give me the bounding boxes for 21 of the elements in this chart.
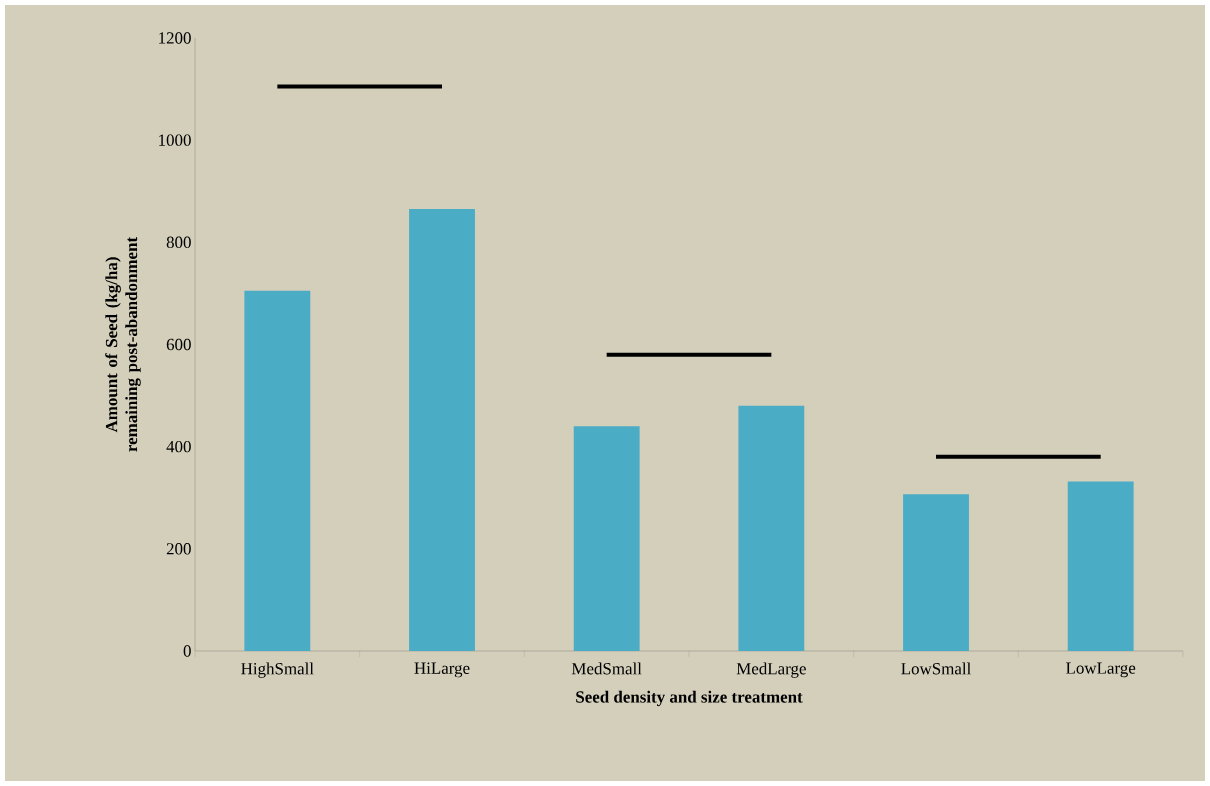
x-tick-label: HighSmall — [241, 662, 314, 678]
x-tick-label: HiLarge — [414, 662, 470, 678]
bar — [573, 426, 640, 651]
y-axis-title: Amount of Seed (kg/ha) remaining post-abandonment — [105, 236, 141, 452]
x-tick-label: MedSmall — [571, 662, 642, 675]
y-tick-label: 1200 — [159, 32, 191, 44]
x-tick-label: MedLarge — [736, 662, 806, 678]
bar — [1067, 481, 1134, 651]
bar — [738, 405, 805, 651]
bar — [409, 209, 475, 651]
y-tick-label: 1000 — [159, 134, 191, 146]
y-tick-label: 200 — [166, 543, 191, 555]
x-axis-title: Seed density and size treatment — [576, 690, 803, 707]
y-tick-label: 0 — [183, 645, 191, 657]
x-tick-label: LowSmall — [901, 662, 971, 675]
x-tick-label: LowLarge — [1066, 662, 1136, 678]
bar — [244, 290, 311, 651]
y-tick-label: 600 — [166, 338, 191, 351]
y-tick-label: 800 — [166, 236, 191, 249]
y-tick-label: 400 — [166, 440, 191, 453]
bar — [903, 494, 969, 651]
